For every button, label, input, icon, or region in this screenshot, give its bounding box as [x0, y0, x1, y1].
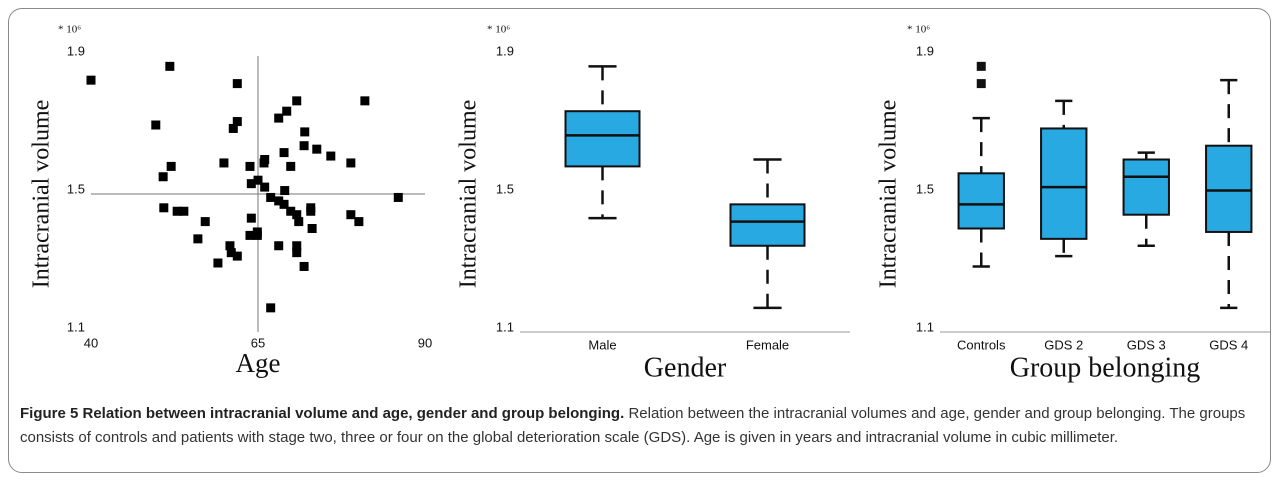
y-tick-label: 1.9	[67, 43, 85, 58]
charts: * 10⁶ 1.1 1.5 1.9 Intracranial volume 40 65 90 A…	[29, 24, 1270, 383]
box	[729, 203, 806, 247]
axis-multiplier: * 10⁶	[58, 24, 81, 36]
point	[179, 206, 189, 216]
y-tick-label: 1.1	[67, 319, 85, 334]
x-tick-label: 65	[251, 335, 265, 350]
outlier	[976, 79, 986, 89]
axis-multiplier: * 10⁶	[487, 24, 510, 36]
y-axis-label: Intracranial volume	[456, 100, 482, 289]
point	[252, 230, 262, 240]
box	[957, 172, 1005, 230]
point	[286, 161, 296, 171]
point	[354, 217, 364, 227]
x-tick-label: Controls	[957, 337, 1006, 352]
point	[158, 172, 168, 182]
point	[307, 224, 317, 233]
point	[282, 106, 292, 116]
point	[232, 117, 242, 127]
y-tick-label: 1.5	[916, 181, 934, 196]
point	[246, 179, 256, 189]
caption-text: Relation between the intracranial volume…	[20, 405, 1246, 446]
point	[200, 217, 210, 227]
point	[346, 210, 356, 220]
point	[292, 96, 302, 106]
point	[245, 230, 255, 240]
x-tick-label: Female	[746, 337, 789, 352]
x-tick-label: 90	[418, 335, 432, 350]
point	[245, 161, 255, 171]
x-axis-label: Group belonging	[1010, 352, 1201, 383]
point	[193, 234, 203, 244]
point	[279, 199, 289, 209]
point	[312, 144, 322, 154]
point	[280, 186, 290, 196]
x-tick-label: GDS 4	[1209, 337, 1248, 352]
x-tick-label: 40	[84, 335, 98, 350]
axis-multiplier: * 10⁶	[907, 24, 930, 36]
y-tick-label: 1.5	[496, 181, 514, 196]
x-tick-label: Male	[588, 337, 616, 352]
y-axis-label: Intracranial volume	[876, 100, 902, 289]
x-axis-label: Gender	[644, 352, 727, 383]
point	[292, 210, 302, 220]
point	[226, 248, 236, 258]
point	[299, 141, 309, 151]
point	[219, 158, 229, 168]
caption: Figure 5 Relation between intracranial v…	[20, 402, 1270, 449]
point	[346, 158, 356, 168]
point	[360, 96, 370, 106]
point	[300, 127, 310, 137]
x-tick-label: GDS 2	[1044, 337, 1083, 352]
point	[274, 196, 284, 206]
y-tick-label: 1.5	[67, 181, 85, 196]
point	[225, 241, 235, 251]
point	[228, 123, 238, 133]
point	[266, 192, 276, 202]
y-tick-label: 1.1	[496, 319, 514, 334]
point	[279, 148, 289, 158]
x-axis-label: Age	[236, 348, 281, 378]
point	[246, 213, 256, 223]
point	[86, 75, 96, 85]
point	[232, 251, 242, 261]
point	[172, 206, 182, 216]
point	[393, 192, 403, 202]
point	[213, 258, 223, 268]
box	[564, 110, 641, 168]
point	[274, 113, 284, 123]
box	[1040, 127, 1088, 240]
point	[292, 241, 302, 251]
point	[292, 248, 302, 258]
point	[232, 79, 242, 89]
point	[165, 61, 175, 71]
point	[306, 206, 316, 216]
figure-frame	[8, 8, 1271, 473]
y-tick-label: 1.1	[916, 319, 934, 334]
point	[253, 175, 263, 185]
point	[274, 241, 284, 251]
point	[294, 217, 304, 227]
point	[286, 206, 296, 216]
x-tick-label: GDS 3	[1127, 337, 1166, 352]
point	[159, 203, 169, 213]
point	[299, 261, 309, 271]
point	[166, 161, 176, 171]
box	[1205, 144, 1253, 233]
point	[259, 158, 269, 168]
y-tick-label: 1.9	[496, 43, 514, 58]
point	[326, 151, 336, 161]
box	[1122, 158, 1170, 216]
y-axis-label: Intracranial volume	[29, 100, 55, 289]
outlier	[976, 61, 986, 71]
point	[266, 303, 276, 313]
point	[260, 182, 270, 192]
y-tick-label: 1.9	[916, 43, 934, 58]
caption-title: Figure 5 Relation between intracranial v…	[20, 405, 625, 422]
point	[151, 120, 161, 130]
